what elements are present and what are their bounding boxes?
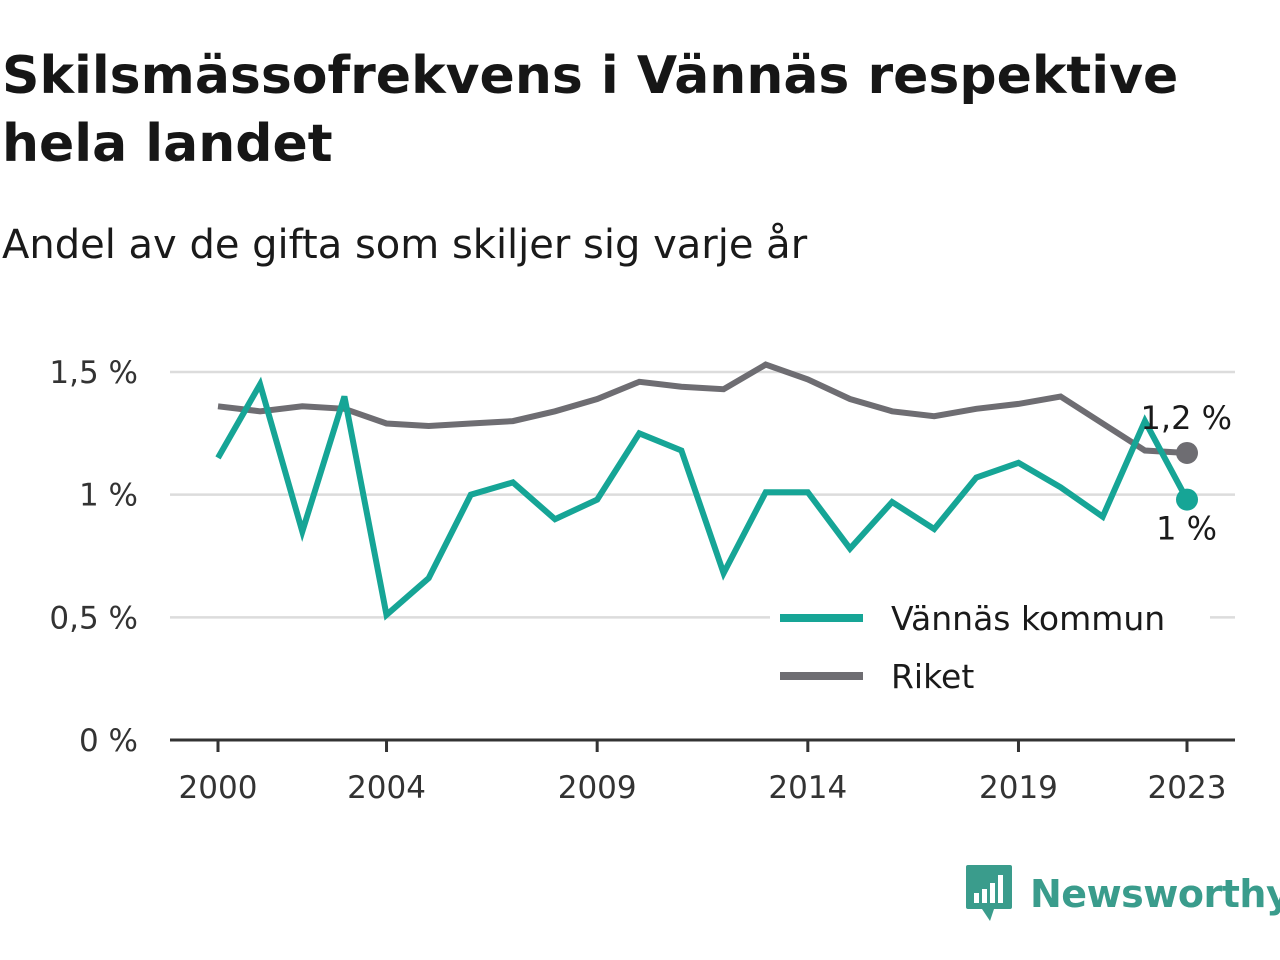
x-tick-label: 2004 xyxy=(347,770,426,806)
series-line-riket xyxy=(217,361,1188,456)
legend: Vännäs kommun Riket xyxy=(770,590,1210,708)
y-tick-label: 1 % xyxy=(79,478,138,514)
y-axis-ticks: 0 % 0,5 % 1 % 1,5 % xyxy=(49,355,138,759)
end-label-vannas: 1 % xyxy=(1156,510,1217,548)
brand-name: Newsworthy xyxy=(1030,872,1280,916)
y-tick-label: 0 % xyxy=(79,723,138,759)
x-tick-label: 2009 xyxy=(558,770,637,806)
end-point-riket xyxy=(1176,441,1198,464)
end-labels: 1,2 % 1 % xyxy=(1141,399,1232,548)
x-tick-label: 2023 xyxy=(1148,770,1227,806)
y-tick-label: 1,5 % xyxy=(49,355,138,391)
x-axis-ticks: 2000 2004 2009 2014 2019 2023 xyxy=(179,740,1227,806)
x-tick-label: 2014 xyxy=(768,770,847,806)
chart-title: Skilsmässofrekvens i Vännäs respektive h… xyxy=(2,46,1179,174)
newsworthy-logo-icon xyxy=(966,865,1012,921)
newsworthy-logo: Newsworthy xyxy=(964,862,1280,926)
chart-subtitle: Andel av de gifta som skiljer sig varje … xyxy=(2,222,808,268)
y-tick-label: 0,5 % xyxy=(49,600,138,636)
x-tick-label: 2019 xyxy=(979,770,1058,806)
end-point-vannas xyxy=(1176,488,1198,511)
series-line-vannas xyxy=(215,376,1190,621)
legend-background xyxy=(770,590,1210,708)
legend-label: Vännäs kommun xyxy=(891,599,1165,638)
end-label-riket: 1,2 % xyxy=(1141,399,1232,437)
x-tick-label: 2000 xyxy=(179,770,258,806)
series-lines xyxy=(215,361,1190,621)
line-chart: 0 % 0,5 % 1 % 1,5 % 2000 2004 2009 2014 2019 202… xyxy=(49,355,1235,806)
legend-label: Riket xyxy=(891,657,974,696)
